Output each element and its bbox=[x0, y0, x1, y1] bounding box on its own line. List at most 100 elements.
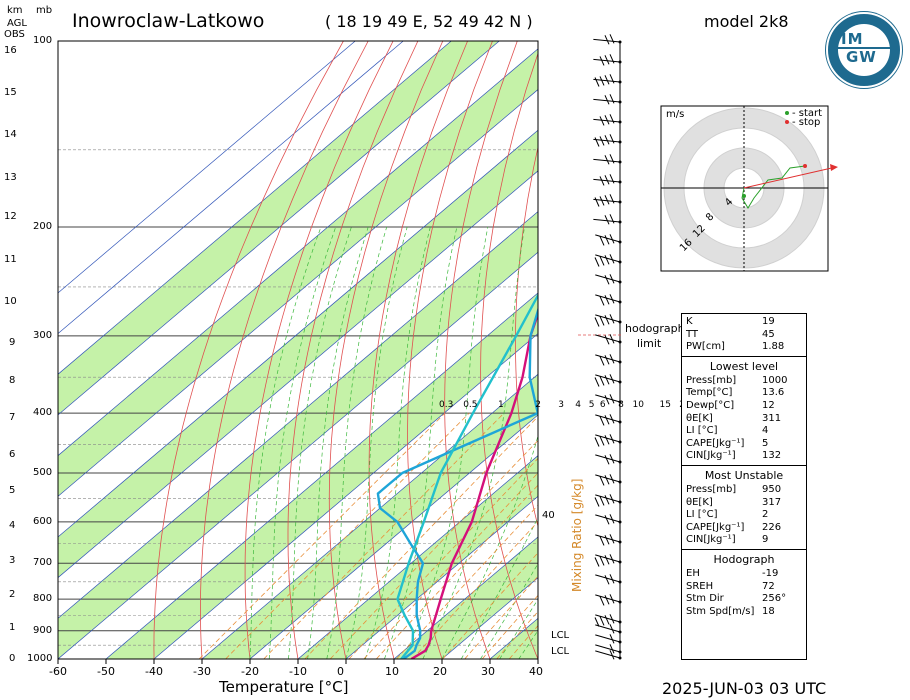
index-key: CIN[Jkg⁻¹] bbox=[686, 534, 736, 546]
wind-barb bbox=[595, 334, 621, 345]
index-key: CIN[Jkg⁻¹] bbox=[686, 450, 736, 462]
wind-barb-feather bbox=[604, 555, 610, 565]
km-axis-label: km bbox=[7, 5, 23, 16]
wind-barb-feather bbox=[609, 34, 615, 44]
mixing-ratio-label: 3 bbox=[558, 400, 565, 411]
lowest-level-title: Lowest level bbox=[709, 359, 779, 373]
dry-adiabat bbox=[407, 41, 493, 659]
pressure-tick-label: 500 bbox=[33, 467, 53, 478]
mixing-ratio-line bbox=[329, 439, 538, 659]
wind-barb-feather bbox=[604, 355, 610, 365]
model-label: model 2k8 bbox=[704, 12, 789, 31]
wind-barb-feather bbox=[599, 536, 605, 546]
mixing-ratio-line bbox=[412, 520, 538, 659]
lcl-label-upper: LCL bbox=[551, 630, 570, 641]
logo-inner bbox=[838, 24, 890, 76]
wind-barb-feather bbox=[599, 56, 605, 66]
wind-barb bbox=[593, 174, 621, 186]
index-row: Press[mb] 1000 bbox=[686, 375, 802, 388]
wind-barb-feather bbox=[609, 434, 615, 444]
wind-barb-feather bbox=[609, 494, 615, 504]
wind-barb-feather bbox=[599, 616, 605, 626]
wind-barb bbox=[595, 634, 621, 644]
height-tick-label: 12 bbox=[4, 211, 17, 222]
wind-barb bbox=[593, 74, 621, 87]
logo-divider bbox=[838, 47, 890, 49]
wind-barb-shaft bbox=[595, 274, 621, 283]
wind-barb-feather bbox=[609, 194, 615, 204]
wind-barb-shaft bbox=[595, 414, 621, 423]
wind-barb-feather bbox=[609, 74, 615, 84]
wind-barb-feather bbox=[604, 55, 610, 65]
dry-adiabat bbox=[865, 41, 910, 659]
wind-barb-feather bbox=[599, 236, 605, 246]
index-row: PW[cm] 1.88 bbox=[686, 341, 802, 354]
index-key: Press[mb] bbox=[686, 374, 737, 386]
temperature-tick-label: 0 bbox=[337, 665, 344, 678]
wind-barb bbox=[594, 374, 621, 387]
wind-barb-feather bbox=[609, 614, 615, 624]
moist-adiabat bbox=[422, 226, 525, 659]
index-row: θE[K] 317 bbox=[686, 497, 802, 510]
mb-axis-label: mb bbox=[36, 5, 53, 16]
wind-barbs bbox=[578, 34, 622, 660]
pressure-tick-label: 700 bbox=[33, 557, 53, 569]
logo-text-bottom: GW bbox=[846, 48, 877, 66]
temperature-band bbox=[58, 48, 538, 497]
wind-barb bbox=[594, 434, 621, 447]
wind-barb-feather bbox=[604, 135, 610, 145]
station-coords: ( 18 19 49 E, 52 49 42 N ) bbox=[325, 12, 533, 31]
wind-barb-feather bbox=[599, 356, 605, 366]
wind-barb-shaft bbox=[595, 454, 621, 463]
wind-barb bbox=[595, 534, 621, 546]
wind-barb bbox=[595, 234, 621, 246]
wind-barb-feather bbox=[609, 634, 615, 644]
most-unstable-title: Most Unstable bbox=[704, 468, 784, 482]
wind-barb bbox=[594, 314, 621, 327]
wind-barb bbox=[595, 594, 621, 606]
index-value: 311 bbox=[762, 412, 782, 424]
wind-barb-feather bbox=[599, 316, 605, 326]
index-row: CAPE[Jkg⁻¹] 226 bbox=[686, 522, 802, 535]
wind-barb-shaft bbox=[595, 294, 621, 303]
moist-adiabat bbox=[364, 226, 431, 659]
wind-barb-feather bbox=[604, 275, 610, 285]
mixing-ratio-label: 8 bbox=[618, 400, 624, 411]
mixing-ratio-line bbox=[376, 484, 538, 659]
wind-barb-feather bbox=[599, 296, 605, 306]
profile-line-0 bbox=[410, 310, 538, 659]
hodograph-legend-start: - start bbox=[792, 108, 823, 119]
index-value: 226 bbox=[762, 521, 782, 533]
wind-barb-shaft bbox=[595, 574, 621, 583]
mixing-ratio-axis-label: Mixing Ratio [g/kg] bbox=[570, 478, 584, 592]
wind-barb bbox=[593, 194, 621, 207]
temperature-axis-label: Temperature [°C] bbox=[219, 678, 349, 696]
pressure-tick-label: 800 bbox=[33, 593, 53, 605]
wind-barb-feather bbox=[609, 354, 615, 364]
index-value: 317 bbox=[762, 496, 782, 508]
sounding-profiles bbox=[376, 292, 538, 659]
wind-barb-shaft bbox=[595, 634, 621, 643]
wind-barb bbox=[595, 650, 621, 660]
wind-barb-feather bbox=[609, 134, 615, 144]
index-row: Stm Spd[m/s] 18 bbox=[686, 606, 802, 619]
height-tick-label: 14 bbox=[4, 129, 17, 140]
height-tick-label: 4 bbox=[9, 520, 16, 531]
wind-barb bbox=[594, 614, 621, 627]
index-value: 132 bbox=[762, 450, 782, 462]
wind-barb-feather bbox=[604, 535, 610, 545]
index-value: 2 bbox=[762, 509, 769, 521]
height-tick-label: 11 bbox=[4, 254, 17, 265]
wind-barb bbox=[595, 514, 621, 525]
height-tick-label: 10 bbox=[4, 296, 17, 307]
index-value: -19 bbox=[762, 567, 779, 579]
isotherm bbox=[58, 41, 404, 335]
wind-barb bbox=[593, 34, 621, 45]
dry-adiabat bbox=[890, 41, 910, 659]
wind-barb-feather bbox=[609, 394, 615, 404]
moist-adiabat bbox=[268, 226, 337, 659]
wind-barb-shaft bbox=[593, 38, 621, 43]
wind-barb-feather bbox=[604, 115, 610, 125]
wind-barb bbox=[595, 474, 621, 486]
wind-barb-shaft bbox=[595, 394, 621, 403]
